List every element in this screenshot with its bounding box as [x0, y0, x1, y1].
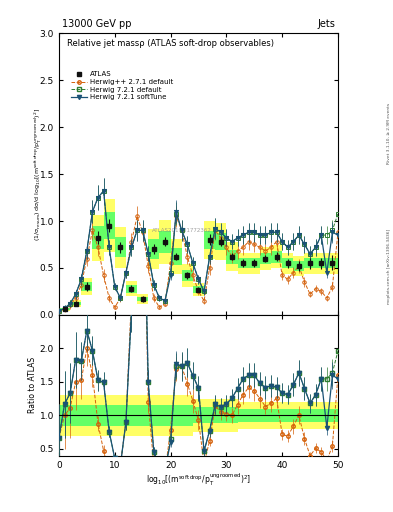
Text: ATLAS2019_I1772362: ATLAS2019_I1772362: [152, 227, 212, 233]
Text: 13000 GeV pp: 13000 GeV pp: [62, 19, 131, 29]
Legend: ATLAS, Herwig++ 2.7.1 default, Herwig 7.2.1 default, Herwig 7.2.1 softTune: ATLAS, Herwig++ 2.7.1 default, Herwig 7.…: [69, 69, 176, 103]
X-axis label: log$_{10}$[(m$^{\mathrm{soft\,drop}}$/p$_\mathrm{T}^{\mathrm{ungroomed}})^2$]: log$_{10}$[(m$^{\mathrm{soft\,drop}}$/p$…: [146, 472, 251, 488]
Text: Jets: Jets: [317, 19, 335, 29]
Y-axis label: (1/σ$_\mathrm{resum}$) dσ/d log$_{10}$[(m$^{\mathrm{soft\,drop}}$/p$_\mathrm{T}^: (1/σ$_\mathrm{resum}$) dσ/d log$_{10}$[(…: [33, 108, 44, 241]
Text: Relative jet massρ (ATLAS soft-drop observables): Relative jet massρ (ATLAS soft-drop obse…: [67, 39, 274, 48]
Text: Rivet 3.1.10, ≥ 2.9M events: Rivet 3.1.10, ≥ 2.9M events: [387, 102, 391, 164]
Text: mcplots.cern.ch [arXiv:1306.3436]: mcplots.cern.ch [arXiv:1306.3436]: [387, 229, 391, 304]
Y-axis label: Ratio to ATLAS: Ratio to ATLAS: [28, 357, 37, 413]
